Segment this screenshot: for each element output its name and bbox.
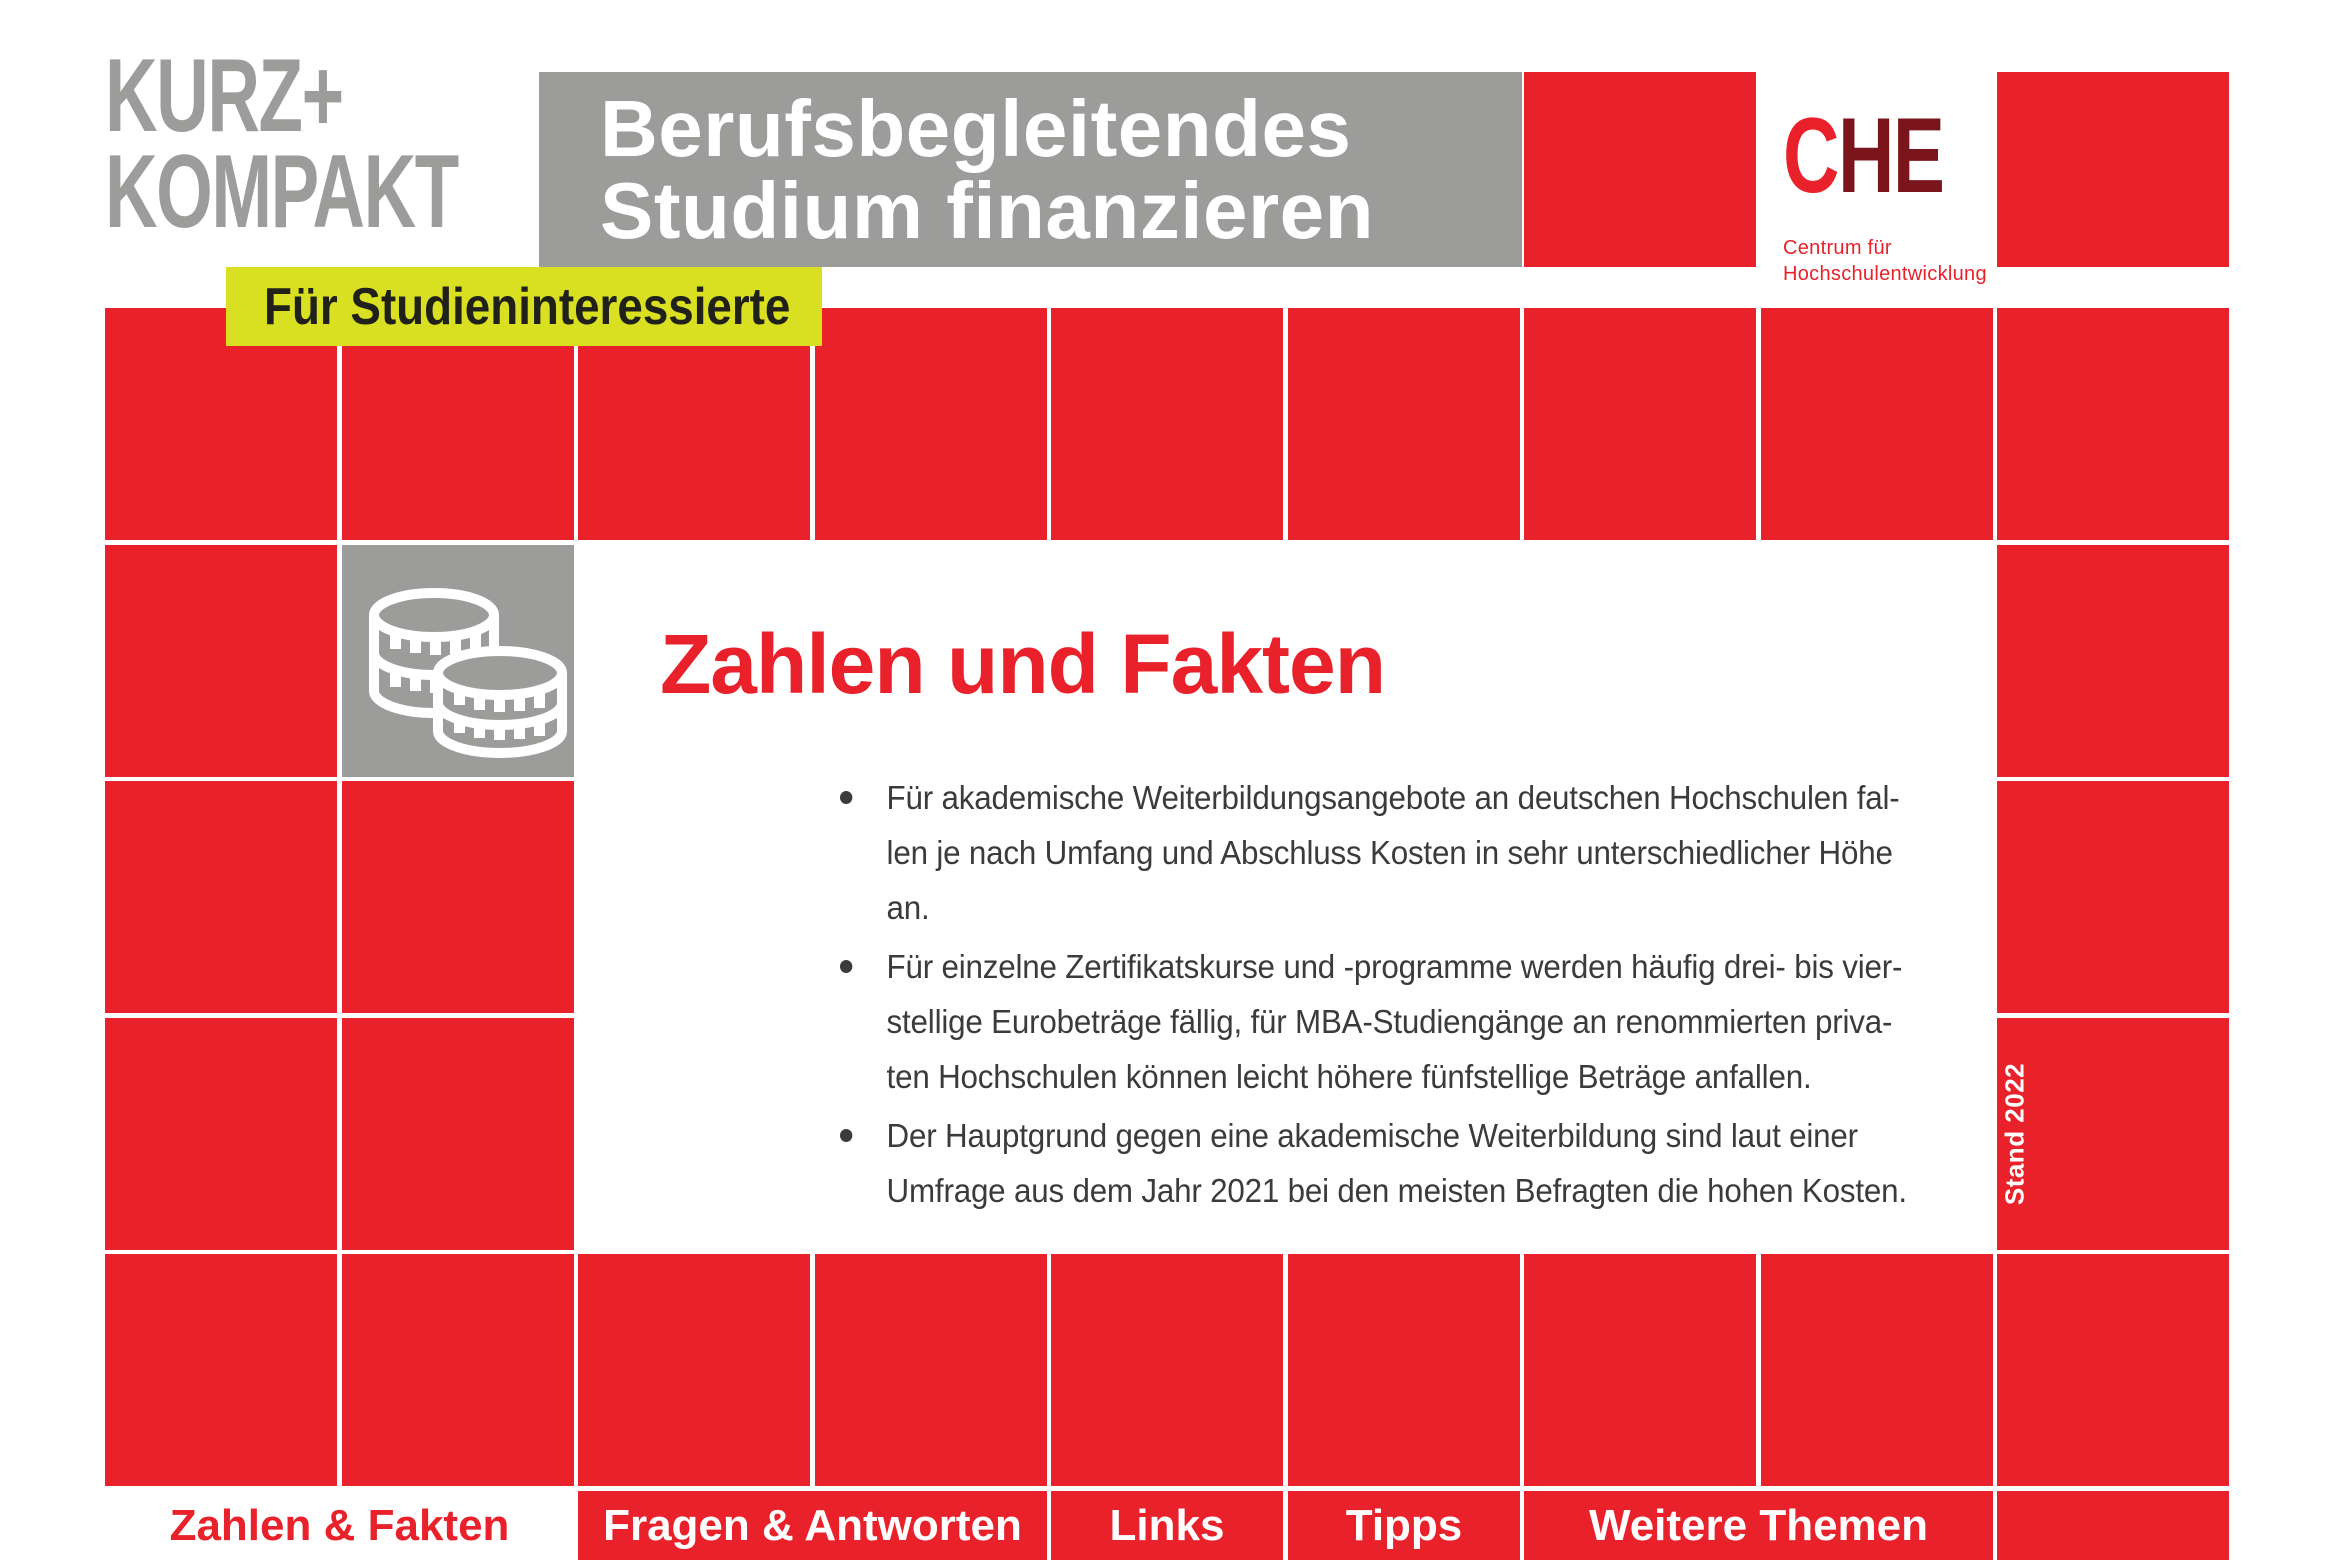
section-heading: Zahlen und Fakten (660, 617, 1386, 711)
che-logo-letters: CHE (1783, 102, 1945, 209)
grid-tile (105, 308, 337, 540)
grid-tile (1524, 1254, 1756, 1486)
grid-tile (1997, 1254, 2229, 1486)
grid-tile (1051, 1254, 1283, 1486)
che-logo-letter-c: C (1783, 95, 1839, 215)
che-logo-subline2: Hochschulentwicklung (1783, 263, 1987, 285)
bullet-item: Für akademische Weiterbildungsangebote a… (840, 770, 1995, 935)
section-bullet-list: Für akademische Weiterbildungsangebote a… (840, 770, 1995, 1218)
grid-tile (1997, 545, 2229, 777)
grid-tile (342, 308, 574, 540)
bullet-dot-icon (840, 960, 853, 973)
grid-tile (1761, 1254, 1993, 1486)
section-icon-tile (342, 545, 574, 777)
bullet-item: Für einzelne Zertifikatskurse und -progr… (840, 939, 1995, 1104)
kurz-kompakt-logo: KURZ+ KOMPAKT (105, 38, 459, 250)
che-logo-subline: Centrum für Hochschulentwicklung (1783, 235, 1987, 287)
grid-tile (1288, 308, 1520, 540)
stand-note: Stand 2022 (1999, 1062, 2030, 1206)
grid-tile (1997, 308, 2229, 540)
tab-links[interactable]: Links (1051, 1491, 1283, 1560)
bullet-dot-icon (840, 791, 853, 804)
grid-tile (1051, 308, 1283, 540)
tab-tipps[interactable]: Tipps (1288, 1491, 1520, 1560)
bullet-dot-icon (840, 1129, 853, 1142)
grid-tile (105, 545, 337, 777)
grid-tile (105, 781, 337, 1013)
grid-tile (815, 308, 1047, 540)
stand-note-tile: Stand 2022 (1997, 1018, 2229, 1250)
che-logo-subline1: Centrum für (1783, 237, 1892, 259)
bullet-text: Der Hauptgrund gegen eine akademische We… (886, 1117, 1908, 1209)
grid-tile (1997, 72, 2229, 267)
grid-tile (1997, 781, 2229, 1013)
grid-tile (1524, 72, 1756, 267)
grid-tile (1288, 1254, 1520, 1486)
nav-filler-tile (1997, 1491, 2229, 1560)
tab-fragen-antworten[interactable]: Fragen & Antworten (578, 1491, 1047, 1560)
grid-tile (1524, 308, 1756, 540)
kurz-kompakt-logo-line1: KURZ+ (105, 38, 344, 154)
grid-tile (342, 1254, 574, 1486)
tab-zahlen-fakten[interactable]: Zahlen & Fakten (105, 1491, 574, 1560)
grid-tile (105, 1018, 337, 1250)
kurz-kompakt-logo-line2: KOMPAKT (105, 134, 459, 250)
grid-tile (578, 1254, 810, 1486)
tab-weitere-themen[interactable]: Weitere Themen (1524, 1491, 1993, 1560)
document-title: Berufsbegleitendes Studium finanzieren (539, 72, 1522, 267)
grid-tile (105, 1254, 337, 1486)
document-title-line1: Berufsbegleitendes (600, 84, 1352, 173)
grid-tile (578, 308, 810, 540)
audience-tag-label: Für Studieninteressierte (264, 277, 791, 336)
grid-tile (342, 1018, 574, 1250)
bullet-text: Für akademische Weiterbildungsangebote a… (886, 779, 1900, 926)
che-logo-letters-he: HE (1837, 95, 1945, 215)
grid-tile (1761, 308, 1993, 540)
grid-tile (815, 1254, 1047, 1486)
document-title-line2: Studium finanzieren (600, 166, 1374, 255)
bullet-item: Der Hauptgrund gegen eine akademische We… (840, 1108, 1995, 1218)
grid-tile (342, 781, 574, 1013)
che-logo: CHE Centrum für Hochschulentwicklung (1761, 72, 1993, 285)
bullet-text: Für einzelne Zertifikatskurse und -progr… (886, 948, 1903, 1095)
audience-tag: Für Studieninteressierte (226, 267, 822, 346)
